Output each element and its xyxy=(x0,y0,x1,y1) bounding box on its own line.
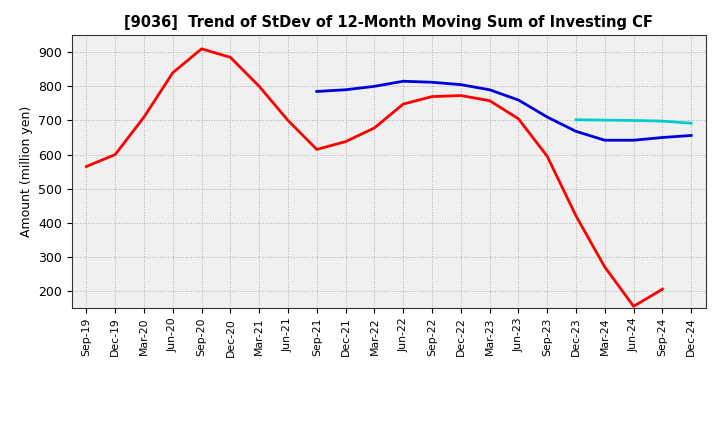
Title: [9036]  Trend of StDev of 12-Month Moving Sum of Investing CF: [9036] Trend of StDev of 12-Month Moving… xyxy=(125,15,653,30)
Y-axis label: Amount (million yen): Amount (million yen) xyxy=(19,106,32,237)
